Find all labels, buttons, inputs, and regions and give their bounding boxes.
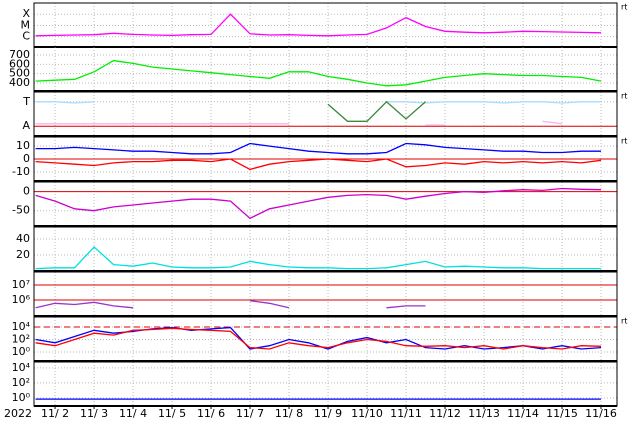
x-tick-label: 11/15 — [546, 407, 578, 420]
y-tick-label: 500 — [9, 67, 30, 80]
series-line — [35, 142, 601, 155]
series-line — [35, 327, 602, 350]
panel — [34, 3, 617, 47]
series-line — [35, 187, 602, 220]
y-tick-label: 700 — [9, 48, 30, 61]
y-tick-label: 40 — [16, 232, 30, 245]
y-tick-label: X — [22, 7, 30, 20]
y-tick-label: -50 — [12, 204, 30, 217]
right-label: rt — [621, 137, 627, 146]
y-tick-label: A — [22, 119, 30, 132]
y-tick-label: 400 — [9, 76, 30, 89]
series-line — [35, 326, 602, 350]
panel — [34, 362, 617, 406]
y-tick-label: 10⁰ — [12, 391, 31, 404]
series-line — [327, 100, 426, 122]
y-tick-label: 10⁴ — [12, 320, 31, 333]
y-tick-label: 10 — [16, 139, 30, 152]
series-line — [35, 120, 563, 126]
panel — [34, 47, 617, 91]
y-tick-label: 10² — [12, 332, 30, 345]
y-tick-label: 600 — [9, 57, 30, 70]
panel-frame — [33, 91, 618, 137]
x-tick-label: 11/14 — [507, 407, 539, 420]
panel-frame — [33, 46, 618, 92]
series-line — [35, 101, 601, 104]
x-tick-label: 11/ 6 — [197, 407, 225, 420]
right-label: rt — [621, 317, 627, 326]
y-tick-label: 10⁷ — [12, 278, 30, 291]
panel — [34, 317, 617, 361]
panel — [34, 92, 617, 136]
x-tick-label: 11/ 9 — [314, 407, 342, 420]
series-line — [35, 13, 602, 37]
panel-frame — [33, 181, 618, 227]
year-label: 2022 — [4, 407, 32, 420]
right-label: rt — [621, 92, 627, 101]
y-tick-label: 10⁰ — [12, 345, 31, 358]
series-line — [35, 59, 602, 87]
x-tick-label: 11/16 — [585, 407, 617, 420]
x-tick-label: 11/10 — [351, 407, 383, 420]
x-tick-label: 11/ 5 — [158, 407, 186, 420]
y-tick-label: T — [22, 95, 30, 108]
y-tick-label: 10⁶ — [12, 293, 31, 306]
y-tick-label: 10⁴ — [12, 361, 31, 374]
right-label: rt — [621, 3, 627, 12]
panel — [34, 227, 617, 271]
series-line — [35, 300, 426, 309]
y-tick-label: -10 — [12, 165, 30, 178]
panel — [34, 182, 617, 226]
series-line — [35, 246, 601, 270]
panel-frame — [33, 271, 618, 317]
y-tick-label: 0 — [23, 185, 30, 198]
panel — [34, 272, 617, 316]
y-tick-label: 10² — [12, 376, 30, 389]
x-tick-label: 11/12 — [429, 407, 461, 420]
x-tick-label: 11/ 2 — [41, 407, 69, 420]
y-tick-label: C — [22, 30, 30, 43]
x-tick-label: 11/13 — [468, 407, 500, 420]
series-line — [35, 158, 602, 171]
y-tick-label: 0 — [23, 152, 30, 165]
x-tick-label: 11/ 4 — [119, 407, 147, 420]
x-tick-label: 11/ 3 — [80, 407, 108, 420]
y-tick-label: M — [21, 18, 31, 31]
x-tick-label: 11/ 8 — [275, 407, 303, 420]
y-tick-label: 20 — [16, 248, 30, 261]
x-tick-label: 11/ 7 — [236, 407, 264, 420]
panel-frame — [33, 226, 618, 272]
x-tick-label: 11/11 — [390, 407, 422, 420]
panel — [34, 137, 617, 181]
